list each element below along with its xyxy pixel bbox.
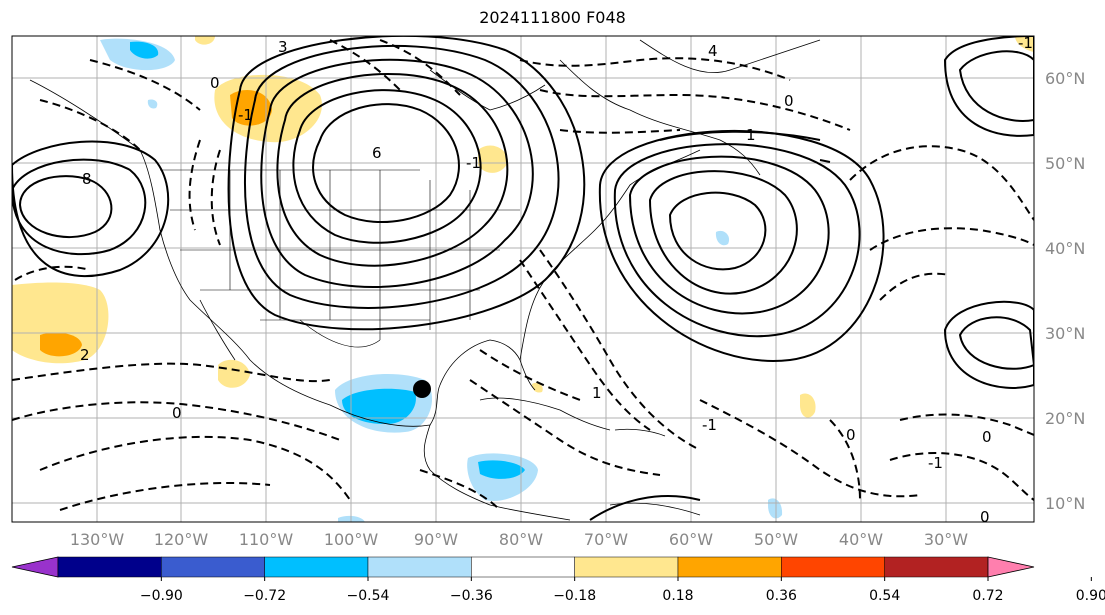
- shade-yellow-top: [195, 36, 215, 45]
- colorbar-cell: [884, 556, 989, 578]
- colorbar-cell: [367, 556, 472, 578]
- lon-label: 30°W: [924, 530, 968, 549]
- lat-label: 60°N: [1045, 69, 1085, 88]
- shade-blue-small: [147, 99, 158, 109]
- lat-label: 30°N: [1045, 324, 1085, 343]
- colorbar-tick-label: 0.36: [766, 588, 797, 604]
- shade-orange-west: [40, 332, 82, 357]
- colorbar-tick-label: −0.72: [243, 588, 286, 604]
- solid-contours: [12, 36, 1034, 521]
- contour-label: 2: [80, 346, 90, 364]
- shade-cyan-carib: [478, 460, 525, 479]
- contour-label: 0: [846, 426, 856, 444]
- contour-label: 1: [746, 126, 756, 144]
- coast-greenland: [639, 39, 821, 74]
- lon-label: 130°W: [70, 530, 125, 549]
- coast-hispaniola: [614, 428, 666, 437]
- lon-label: 120°W: [154, 530, 209, 549]
- shade-yellow-ne: [1015, 36, 1034, 52]
- shade-yellow-mex: [218, 359, 250, 388]
- contour-label: 6: [372, 144, 382, 162]
- contour-label: -1: [238, 106, 253, 124]
- colorbar-tick-label: 0.90: [1076, 588, 1105, 604]
- colorbar-tick-label: −0.54: [347, 588, 390, 604]
- contour-label: -1: [702, 416, 717, 434]
- lon-label: 70°W: [584, 530, 628, 549]
- colorbar: −0.90 −0.72 −0.54 −0.36 −0.18 0.18 0.36 0.54 0.7…: [11, 556, 1105, 604]
- coast-southam: [609, 502, 701, 516]
- coast-labrador: [559, 59, 761, 176]
- shade-blue-atl-low: [715, 230, 730, 246]
- longitude-labels: 130°W 120°W 110°W 100°W 90°W 80°W 70°W 6…: [70, 530, 968, 549]
- colorbar-tick-label: 0.72: [972, 588, 1003, 604]
- lon-label: 80°W: [499, 530, 543, 549]
- lat-label: 40°N: [1045, 239, 1085, 258]
- coast-yucatan: [423, 424, 571, 521]
- shade-cyan-gulf: [342, 388, 416, 425]
- lon-label: 50°W: [754, 530, 798, 549]
- contour-label: 3: [278, 38, 288, 56]
- colorbar-cell: [574, 556, 679, 578]
- map-frame: [11, 35, 1035, 523]
- dashed-contours: [12, 39, 1034, 511]
- coast-baja: [199, 299, 236, 361]
- contour-label: -1: [928, 454, 943, 472]
- colorbar-extend-low: [11, 556, 59, 578]
- latitude-labels: 60°N 50°N 40°N 30°N 20°N 10°N: [1045, 69, 1085, 513]
- lon-label: 90°W: [414, 530, 458, 549]
- contour-labels: 0 1 -1 2 3 4 6 8 -1 0 0 -1 0 0 -1 1 -1 0: [80, 34, 1033, 526]
- lat-label: 10°N: [1045, 494, 1085, 513]
- colorbar-tick-label: −0.18: [553, 588, 596, 604]
- gridlines: [12, 36, 1034, 522]
- lon-label: 110°W: [239, 530, 294, 549]
- shade-yellow-atl: [800, 393, 816, 418]
- lon-label: 100°W: [324, 530, 379, 549]
- contour-label: 0: [980, 508, 990, 526]
- lon-label: 60°W: [669, 530, 713, 549]
- colorbar-tick-label: −0.90: [140, 588, 183, 604]
- contour-label: 1: [592, 384, 602, 402]
- contour-label: 0: [172, 404, 182, 422]
- map-background: [12, 36, 1034, 522]
- contour-label: 4: [708, 42, 718, 60]
- contour-label: 0: [982, 428, 992, 446]
- shade-yellow-lakes: [478, 145, 508, 173]
- colorbar-cell: [677, 556, 782, 578]
- lat-label: 50°N: [1045, 154, 1085, 173]
- colorbar-tick-label: −0.36: [450, 588, 493, 604]
- lat-label: 20°N: [1045, 409, 1085, 428]
- storm-center-marker: [413, 380, 431, 398]
- colorbar-extend-high: [987, 556, 1035, 578]
- colorbar-cell: [161, 556, 265, 578]
- colorbar-cell: [471, 556, 575, 578]
- chart-title: 2024111800 F048: [479, 8, 626, 27]
- contour-label: -1: [466, 154, 481, 172]
- contour-label: 0: [784, 92, 794, 110]
- colorbar-tick-label: 0.54: [869, 588, 900, 604]
- colorbar-tick-label: 0.18: [662, 588, 693, 604]
- colorbar-cell: [264, 556, 369, 578]
- lon-label: 40°W: [839, 530, 883, 549]
- contour-label: 0: [210, 74, 220, 92]
- colorbar-cell: [781, 556, 885, 578]
- shade-orange-nw: [230, 90, 272, 126]
- colorbar-cell: [57, 556, 162, 578]
- shade-cyan-top: [130, 41, 159, 59]
- contour-label: -1: [1018, 34, 1033, 52]
- shade-yellow-west: [12, 282, 109, 364]
- contour-label: 8: [82, 170, 92, 188]
